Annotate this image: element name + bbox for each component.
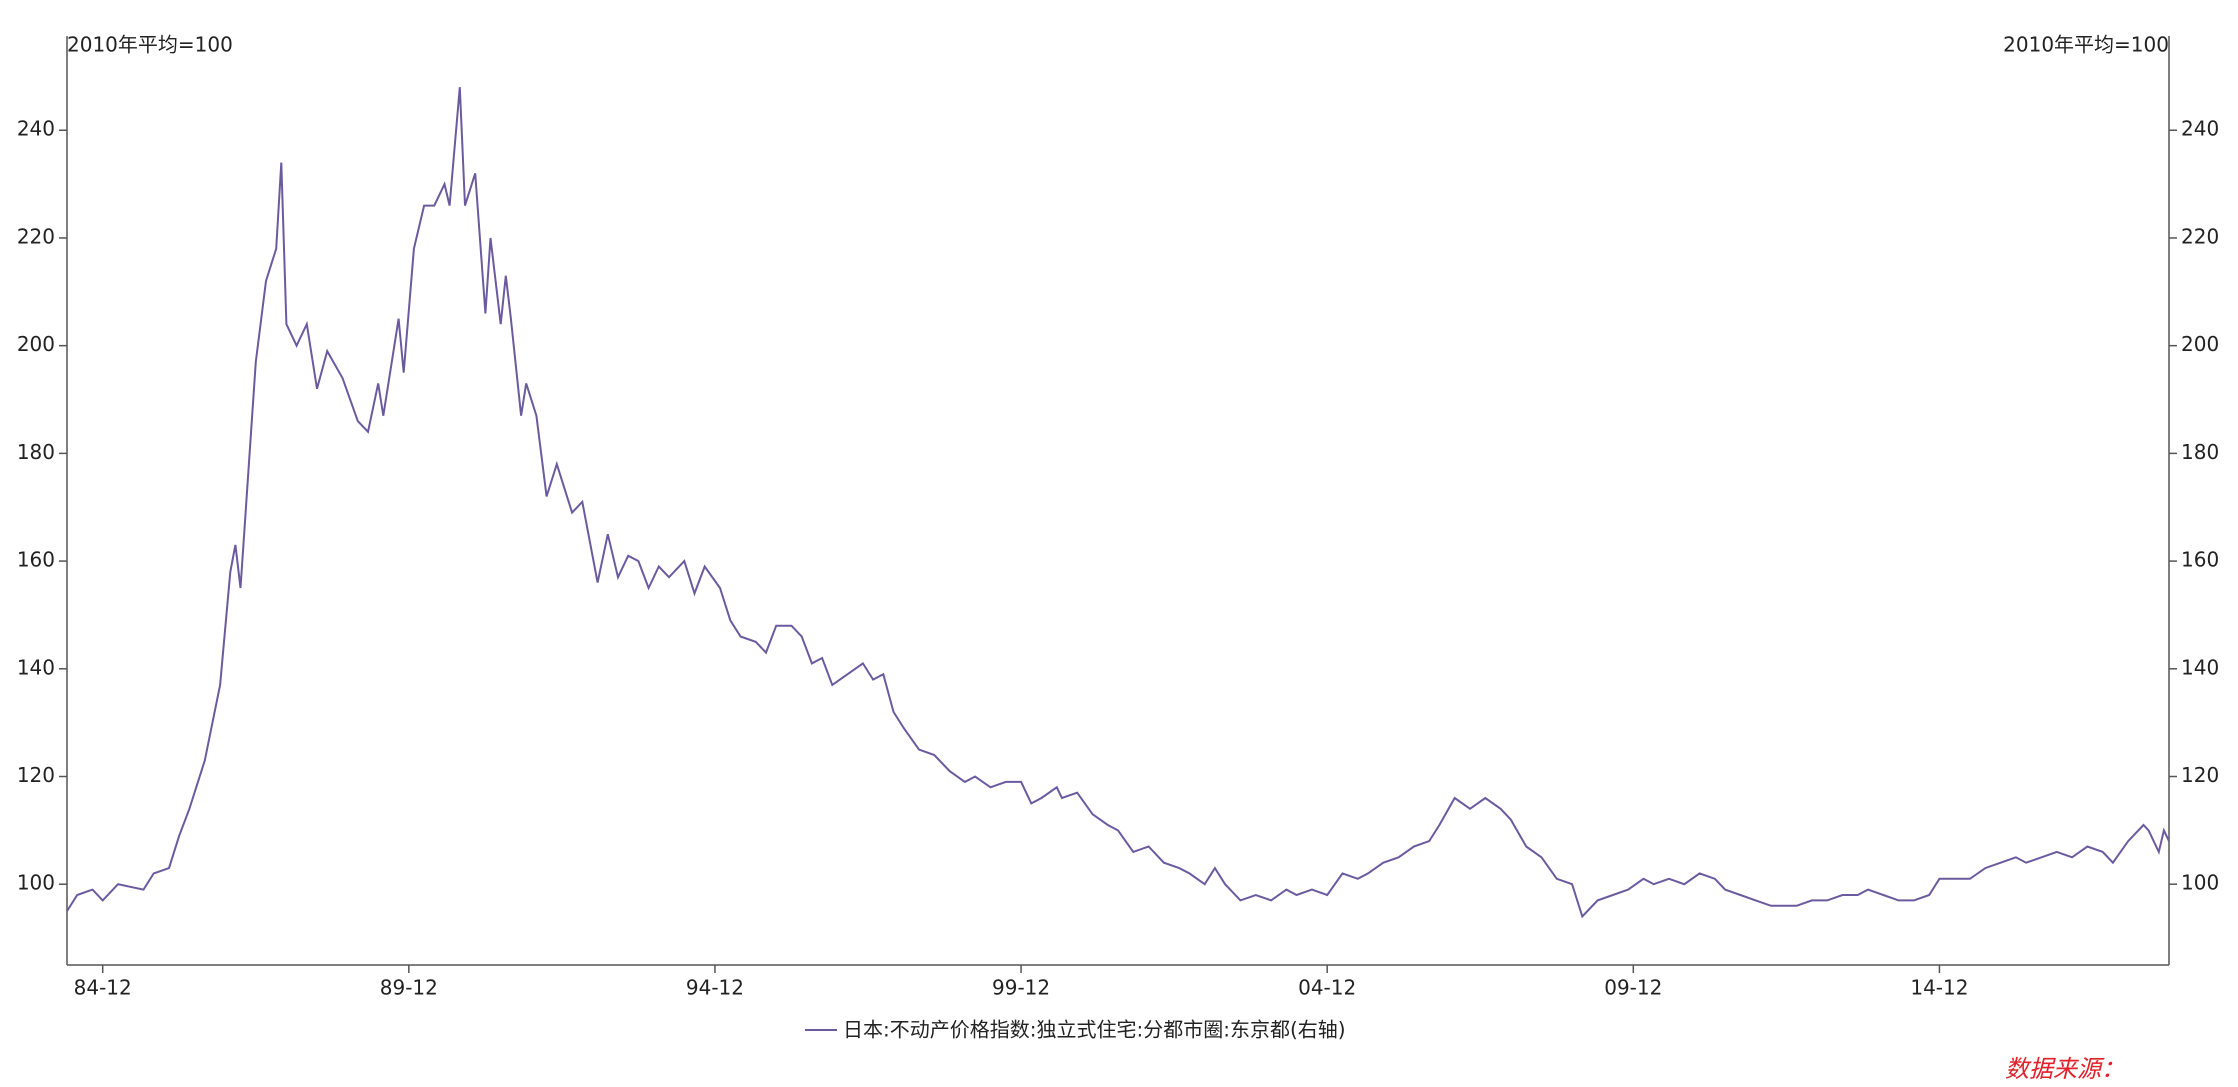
- y-tick-label: 220: [17, 224, 55, 248]
- x-tick-label: 89-12: [380, 976, 438, 1000]
- y-tick-label: 180: [17, 440, 55, 464]
- y2-tick-label: 220: [2181, 224, 2219, 248]
- y-tick-label: 120: [17, 763, 55, 787]
- y2-tick-label: 200: [2181, 332, 2219, 356]
- x-tick-label: 94-12: [686, 976, 744, 1000]
- x-tick-label: 14-12: [1910, 976, 1968, 1000]
- y2-tick-label: 240: [2181, 117, 2219, 141]
- x-tick-label: 04-12: [1298, 976, 1356, 1000]
- y-tick-label: 240: [17, 117, 55, 141]
- y-tick-label: 140: [17, 655, 55, 679]
- legend-label: 日本:不动产价格指数:独立式住宅:分都市圈:东京都(右轴): [843, 1018, 1346, 1042]
- y2-axis-label: 2010年平均=100: [2003, 33, 2169, 57]
- x-tick-label: 09-12: [1604, 976, 1662, 1000]
- y2-tick-label: 160: [2181, 548, 2219, 572]
- y2-tick-label: 140: [2181, 655, 2219, 679]
- x-tick-label: 99-12: [992, 976, 1050, 1000]
- y2-tick-label: 100: [2181, 871, 2219, 895]
- y-tick-label: 200: [17, 332, 55, 356]
- y2-tick-label: 120: [2181, 763, 2219, 787]
- y-axis-label: 2010年平均=100: [67, 33, 233, 57]
- x-tick-label: 84-12: [74, 976, 132, 1000]
- y2-tick-label: 180: [2181, 440, 2219, 464]
- data-line: [66, 87, 2170, 919]
- y-tick-label: 100: [17, 871, 55, 895]
- y-tick-label: 160: [17, 548, 55, 572]
- source-label: 数据来源：: [2005, 1055, 2125, 1083]
